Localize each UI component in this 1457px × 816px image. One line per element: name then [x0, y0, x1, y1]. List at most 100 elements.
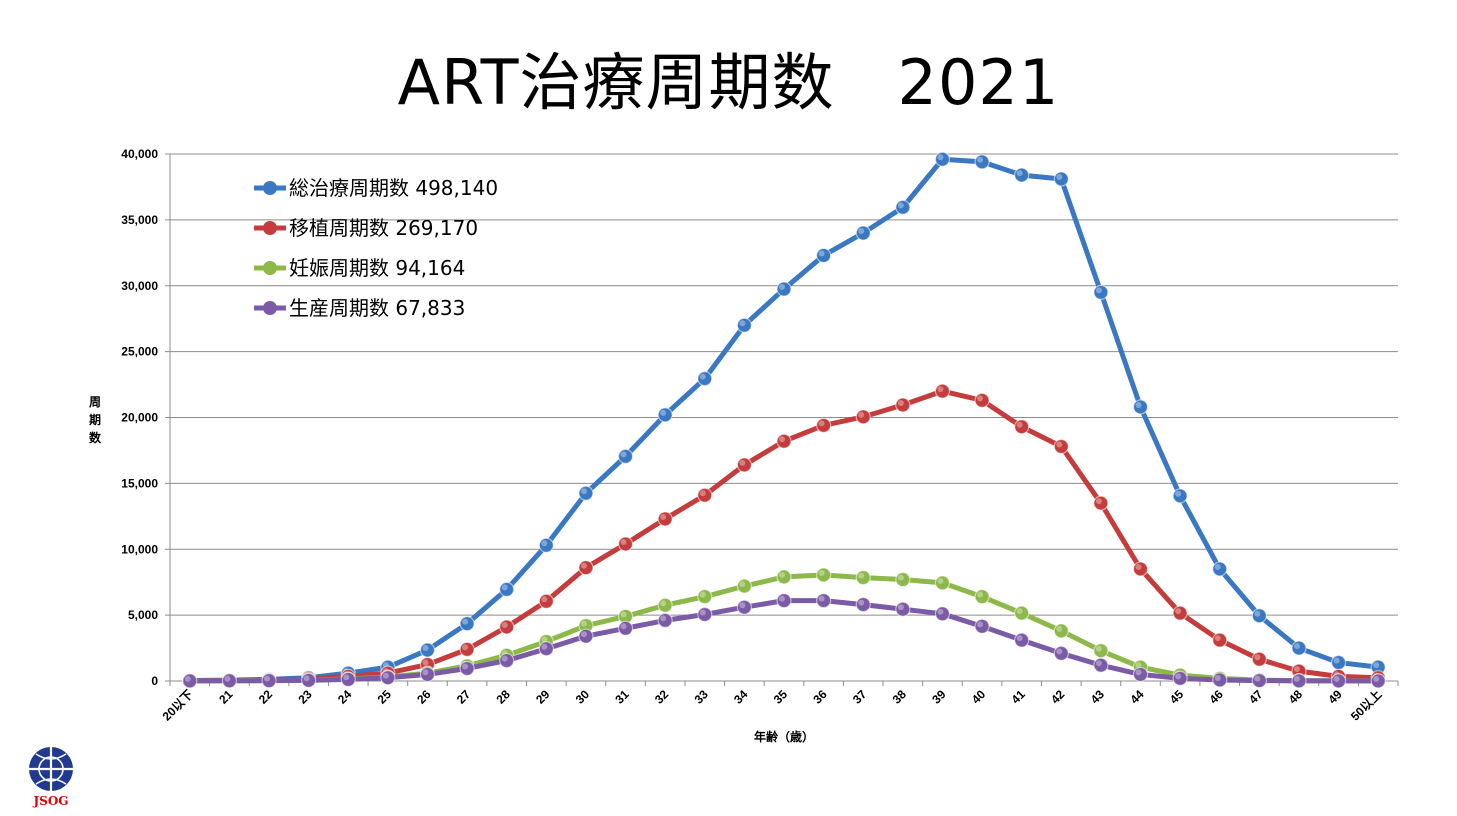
data-point — [776, 593, 792, 609]
logo-text: JSOG — [32, 794, 68, 808]
data-point — [1053, 171, 1069, 187]
data-point — [855, 596, 871, 613]
data-point — [974, 618, 990, 634]
data-point — [657, 511, 673, 527]
data-point-highlight — [660, 615, 667, 622]
data-point-highlight — [501, 584, 508, 591]
data-point-highlight — [660, 600, 667, 607]
data-point — [895, 601, 911, 617]
legend-swatch-marker — [263, 301, 277, 315]
x-tick-label: 39 — [929, 687, 949, 707]
data-point-highlight — [1293, 643, 1300, 650]
data-point-highlight — [1175, 490, 1182, 497]
legend-swatch-marker — [263, 261, 277, 275]
x-tick-label: 37 — [850, 687, 870, 707]
data-point — [1212, 561, 1228, 577]
data-point-highlight — [1016, 608, 1023, 615]
data-point-highlight — [779, 571, 785, 578]
data-point-highlight — [501, 621, 508, 628]
data-point-highlight — [541, 636, 548, 643]
legend-swatch-marker — [263, 221, 277, 235]
data-point-highlight — [620, 623, 627, 630]
data-point — [261, 673, 277, 689]
data-point-highlight — [977, 621, 984, 628]
x-tick-label: 26 — [414, 687, 434, 707]
data-point-highlight — [1214, 635, 1221, 642]
data-point — [736, 317, 752, 333]
data-point — [1251, 673, 1267, 689]
data-point-highlight — [818, 569, 825, 576]
data-point — [499, 619, 515, 635]
data-point-highlight — [1214, 564, 1221, 571]
x-tick-label: 20以下 — [160, 687, 196, 723]
data-point-highlight — [1016, 170, 1023, 177]
data-point — [617, 536, 634, 552]
x-tick-label: 33 — [692, 687, 712, 707]
data-point — [895, 397, 911, 413]
data-point — [736, 599, 752, 615]
data-point-highlight — [858, 228, 865, 235]
data-point — [657, 597, 673, 613]
data-point-highlight — [779, 595, 785, 602]
data-point — [855, 409, 871, 425]
data-point — [657, 612, 673, 628]
data-point — [1014, 605, 1030, 621]
x-tick-label: 41 — [1008, 687, 1028, 707]
series-2 — [182, 383, 1386, 689]
data-point-highlight — [580, 488, 587, 495]
data-point — [1053, 438, 1069, 455]
x-tick-label: 29 — [533, 687, 553, 707]
data-point — [1132, 666, 1149, 683]
data-point-highlight — [541, 540, 548, 547]
data-point-highlight — [977, 591, 984, 598]
data-point — [974, 589, 990, 605]
data-point-highlight — [1056, 441, 1063, 448]
x-tick-label: 22 — [256, 687, 276, 707]
data-point-highlight — [977, 156, 984, 163]
data-point — [1053, 645, 1069, 661]
data-point-highlight — [1016, 635, 1023, 642]
data-point — [816, 417, 832, 434]
data-point — [1172, 670, 1188, 686]
data-point — [974, 392, 990, 408]
data-point — [855, 569, 871, 586]
data-point-highlight — [1095, 287, 1102, 294]
data-point — [617, 620, 634, 636]
data-point — [340, 671, 356, 688]
data-point — [1370, 673, 1386, 689]
data-point — [657, 407, 673, 423]
data-point-highlight — [1056, 174, 1063, 181]
data-point-highlight — [739, 602, 746, 609]
page-title: ART治療周期数 2021 — [397, 46, 1060, 119]
data-point — [617, 448, 634, 464]
data-point — [301, 672, 317, 688]
data-point-highlight — [858, 411, 865, 418]
data-point — [1053, 623, 1069, 639]
axis-labels: 年齢（歳） 周期数 — [89, 395, 814, 744]
data-point — [1251, 608, 1267, 624]
y-tick-label: 15,000 — [121, 476, 158, 490]
data-point-highlight — [462, 618, 469, 625]
x-tick-label: 38 — [890, 687, 910, 707]
data-point-highlight — [739, 459, 746, 466]
data-point-highlight — [541, 643, 548, 650]
x-tick-label: 43 — [1088, 687, 1108, 707]
data-point-highlight — [1373, 675, 1380, 682]
x-tick-label: 30 — [573, 687, 593, 707]
data-point — [697, 606, 713, 623]
legend-label: 妊娠周期数 94,164 — [289, 256, 465, 280]
y-tick-labels: 0 5,000 10,000 15,000 20,000 25,000 30,000 35,0… — [121, 147, 158, 688]
data-point-highlight — [1056, 625, 1063, 632]
data-point-highlight — [1056, 648, 1063, 655]
data-point-highlight — [660, 513, 667, 520]
data-point — [895, 199, 911, 215]
data-point-highlight — [818, 595, 825, 602]
x-tick-label: 27 — [454, 687, 474, 707]
data-point-highlight — [699, 490, 706, 497]
data-point — [816, 247, 832, 264]
data-point-highlight — [1095, 645, 1102, 652]
data-point — [459, 660, 475, 677]
y-tick-label: 30,000 — [121, 279, 158, 293]
data-point-highlight — [1214, 674, 1221, 681]
y-tick-label: 25,000 — [121, 345, 158, 359]
